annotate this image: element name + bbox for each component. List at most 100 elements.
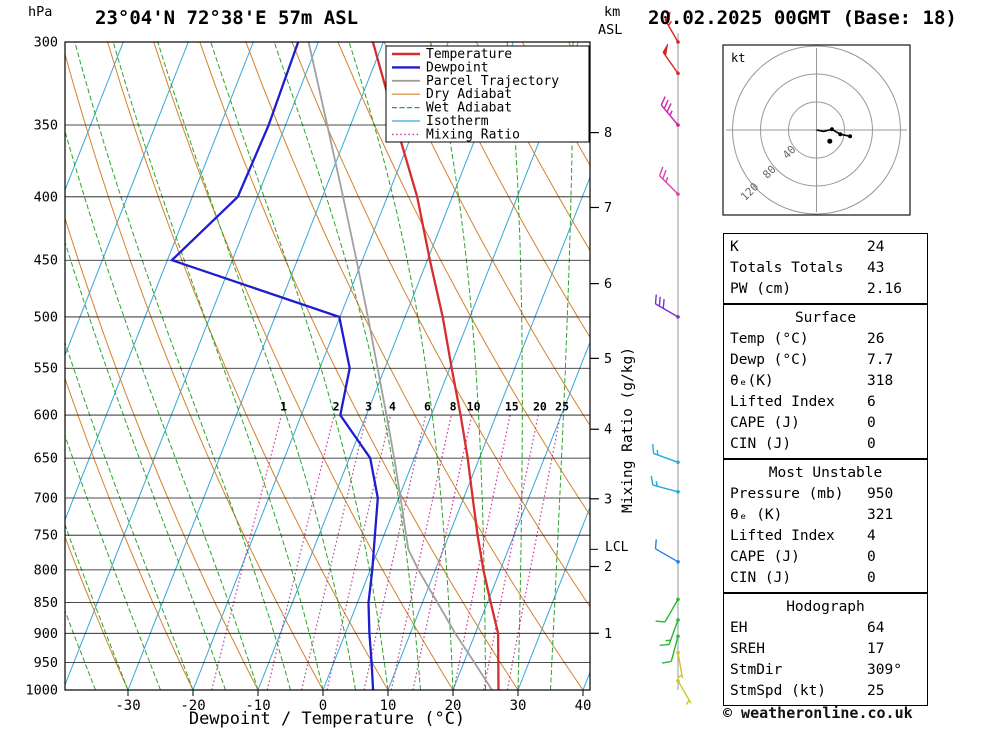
lcl-label: LCL xyxy=(605,540,629,555)
mixing-ratio-value: 10 xyxy=(467,399,481,413)
datetime-label: 20.02.2025 00GMT (Base: 18) xyxy=(648,7,957,29)
pressure-tick-label: 900 xyxy=(34,626,58,642)
mixing-ratio-axis-title: Mixing Ratio (g/kg) xyxy=(620,347,636,513)
table-row: θₑ (K) 321 xyxy=(730,505,921,526)
wind-barb xyxy=(654,539,680,564)
pressure-unit-label: hPa xyxy=(28,4,52,20)
wind-barb xyxy=(662,43,680,76)
row-value: 24 xyxy=(867,239,885,255)
pressure-tick-label: 550 xyxy=(34,361,58,377)
pressure-tick-label: 600 xyxy=(34,408,58,424)
table-row: Lifted Index 4 xyxy=(730,526,921,547)
wind-barb xyxy=(654,294,680,319)
legend-item-label: Mixing Ratio xyxy=(426,127,520,142)
table-row: CAPE (J) 0 xyxy=(730,413,921,434)
mixing-ratio-value: 2 xyxy=(333,399,340,413)
temp-tick-label: -10 xyxy=(245,698,270,714)
chart-frame xyxy=(64,41,591,691)
table-row: EH 64 xyxy=(730,618,921,639)
wind-barb xyxy=(655,597,680,623)
mixing-ratio-lines xyxy=(211,414,562,690)
pressure-tick-label: 650 xyxy=(34,451,58,467)
wind-barb xyxy=(659,618,680,646)
pressure-tick-label: 1000 xyxy=(25,683,58,699)
temp-tick-label: 30 xyxy=(510,698,527,714)
row-label: Lifted Index xyxy=(730,394,835,410)
pressure-tick-label: 450 xyxy=(34,253,58,269)
table-row: Pressure (mb) 950 xyxy=(730,484,921,505)
wind-barb xyxy=(676,650,684,679)
legend-item-label: Dewpoint xyxy=(426,60,489,75)
row-value: 17 xyxy=(867,641,885,657)
row-value: 309° xyxy=(867,662,902,678)
mixing-ratio-value: 8 xyxy=(450,399,457,413)
row-value: 64 xyxy=(867,620,885,636)
table-row: StmSpd (kt) 25 xyxy=(730,681,921,702)
parcel-trajectory-line xyxy=(307,42,493,690)
table-row: Totals Totals 43 xyxy=(730,258,921,279)
table-row: CIN (J) 0 xyxy=(730,568,921,589)
row-value: 0 xyxy=(867,415,876,431)
row-label: Totals Totals xyxy=(730,260,844,276)
row-value: 321 xyxy=(867,507,894,523)
pressure-tick-label: 500 xyxy=(34,309,58,325)
row-label: CIN (J) xyxy=(730,436,792,452)
table-row: PW (cm) 2.16 xyxy=(730,279,921,300)
row-label: PW (cm) xyxy=(730,281,792,297)
km-tick-label: 2 xyxy=(604,559,612,575)
stats-tables: K 24 Totals Totals 43 PW (cm) 2.16 Surface Temp… xyxy=(723,233,928,706)
asl-axis-label: ASL xyxy=(598,22,622,38)
pressure-tick-label: 400 xyxy=(34,189,58,205)
km-tick-label: 7 xyxy=(604,200,612,216)
plot-area xyxy=(65,42,590,690)
row-value: 0 xyxy=(867,549,876,565)
stats-table-surface: Surface Temp (°C) 26 Dewp (°C) 7.7 θₑ(K) 318 Li… xyxy=(723,304,928,459)
row-label: CIN (J) xyxy=(730,570,792,586)
km-tick-label: 8 xyxy=(604,125,612,141)
temp-tick-label: 40 xyxy=(575,698,592,714)
row-value: 0 xyxy=(867,570,876,586)
row-label: StmSpd (kt) xyxy=(730,683,827,699)
row-value: 6 xyxy=(867,394,876,410)
generated-chart-layers: 1 2 3 4 6 8 10 15 20 2530035040045050055060065070… xyxy=(25,11,911,714)
table-title: Surface xyxy=(794,310,857,326)
mixing-ratio-value: 4 xyxy=(389,399,396,413)
wind-barb xyxy=(652,443,680,465)
km-axis-label: km xyxy=(604,4,620,20)
row-value: 318 xyxy=(867,373,894,389)
mixing-ratio-value: 3 xyxy=(365,399,372,413)
row-value: 4 xyxy=(867,528,876,544)
table-row: K 24 xyxy=(730,237,921,258)
table-row: θₑ(K) 318 xyxy=(730,371,921,392)
row-value: 950 xyxy=(867,486,894,502)
pressure-tick-label: 850 xyxy=(34,595,58,611)
wind-barb xyxy=(660,96,680,127)
table-row: CAPE (J) 0 xyxy=(730,547,921,568)
row-label: Pressure (mb) xyxy=(730,486,844,502)
row-label: θₑ(K) xyxy=(730,373,774,389)
stats-table-hodograph-stats: Hodograph EH 64 SREH 17 StmDir 309° StmSpd (kt)… xyxy=(723,593,928,706)
km-tick-label: 3 xyxy=(604,491,612,507)
row-label: SREH xyxy=(730,641,765,657)
row-value: 43 xyxy=(867,260,885,276)
km-tick-label: 4 xyxy=(604,422,612,438)
wind-barb xyxy=(664,11,680,44)
table-row: StmDir 309° xyxy=(730,660,921,681)
mixing-ratio-value: 6 xyxy=(424,399,431,413)
copyright-text: © weatheronline.co.uk xyxy=(723,704,913,722)
row-value: 2.16 xyxy=(867,281,902,297)
temp-tick-label: 10 xyxy=(380,698,397,714)
table-title: Hodograph xyxy=(786,599,865,615)
stats-table-most-unstable: Most Unstable Pressure (mb) 950 θₑ (K) 321 Li… xyxy=(723,459,928,593)
pressure-tick-label: 750 xyxy=(34,528,58,544)
dewpoint-line xyxy=(169,42,379,690)
km-tick-label: 5 xyxy=(604,351,612,367)
legend-item-label: Parcel Trajectory xyxy=(426,74,559,89)
mixing-ratio-labels: 1 2 3 4 6 8 10 15 20 25 xyxy=(280,399,569,413)
row-label: CAPE (J) xyxy=(730,549,800,565)
pressure-tick-label: 700 xyxy=(34,491,58,507)
legend-item-label: Isotherm xyxy=(426,114,489,129)
